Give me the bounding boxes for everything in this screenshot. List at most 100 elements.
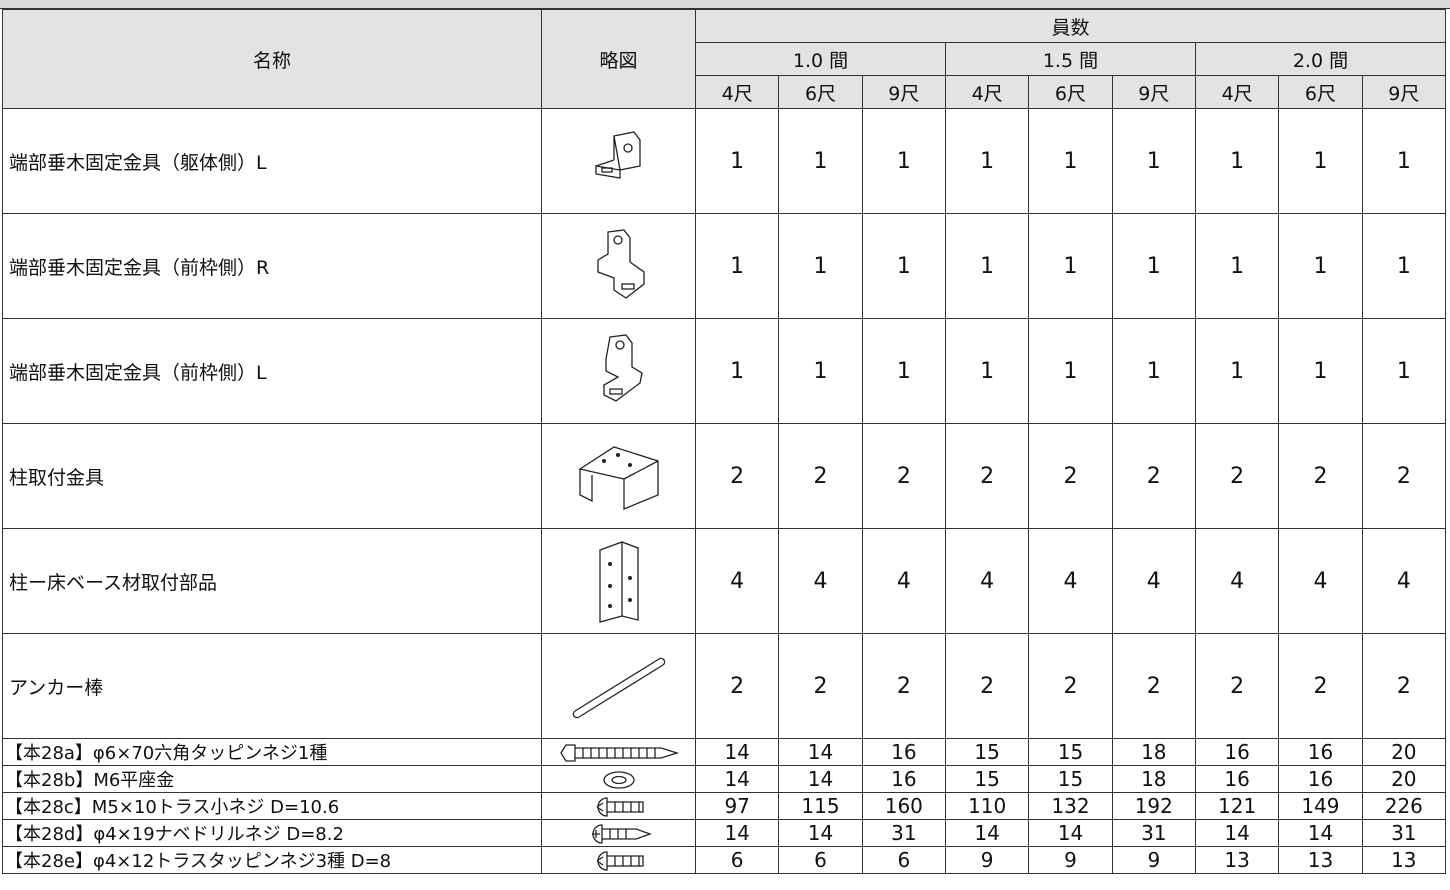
table-row: 【本28a】φ6×70六角タッピンネジ1種 14 14 16 15 15 18 16 16 20: [2, 738, 1447, 766]
part-count: 14: [944, 819, 1030, 847]
part-count: 149: [1278, 792, 1363, 820]
part-count: 1: [1111, 213, 1196, 319]
part-count: 1: [944, 108, 1030, 214]
diagram-icon: [598, 541, 639, 623]
part-count: 13: [1361, 846, 1447, 874]
part-count: 2: [861, 633, 946, 739]
part-count: 226: [1361, 792, 1447, 820]
part-count: 6: [778, 846, 863, 874]
part-count: 2: [1028, 633, 1113, 739]
part-count: 4: [694, 528, 780, 634]
part-count: 16: [1194, 738, 1280, 766]
part-count: 14: [694, 819, 780, 847]
part-diagram: [541, 318, 696, 424]
part-count: 6: [861, 846, 946, 874]
part-count: 16: [1194, 765, 1280, 793]
part-count: 1: [944, 213, 1030, 319]
part-diagram: [541, 738, 696, 766]
part-count: 1: [1361, 108, 1447, 214]
part-count: 2: [1111, 423, 1196, 529]
part-count: 16: [861, 765, 946, 793]
part-count: 13: [1278, 846, 1363, 874]
diagram-icon: [577, 446, 659, 510]
part-count: 4: [1028, 528, 1113, 634]
part-count: 2: [944, 633, 1030, 739]
part-count: 20: [1361, 765, 1447, 793]
part-count: 14: [1278, 819, 1363, 847]
group-header: 1.5 間: [944, 42, 1196, 76]
part-count: 115: [778, 792, 863, 820]
part-name: 柱取付金具: [2, 423, 542, 529]
diagram-icon: [596, 797, 644, 817]
table-row: 柱取付金具 2 2 2 2 2 2 2 2 2: [2, 423, 1447, 529]
cropped-title-strip: [0, 0, 1450, 9]
part-count: 1: [1278, 318, 1363, 424]
part-count: 14: [1194, 819, 1280, 847]
part-name: 【本28e】φ4×12トラスタッピンネジ3種 D=8: [2, 846, 542, 874]
part-count: 2: [694, 423, 780, 529]
diagram-header: 略図: [541, 9, 696, 109]
part-count: 2: [1278, 633, 1363, 739]
diagram-icon: [596, 229, 645, 299]
part-name: 【本28c】M5×10トラス小ネジ D=10.6: [2, 792, 542, 820]
part-count: 31: [1111, 819, 1196, 847]
part-count: 192: [1111, 792, 1196, 820]
size-header: 9尺: [1111, 75, 1196, 109]
part-count: 1: [944, 318, 1030, 424]
part-count: 16: [1278, 738, 1363, 766]
part-count: 110: [944, 792, 1030, 820]
size-header: 4尺: [944, 75, 1030, 109]
table-body: 端部垂木固定金具（躯体側）L 1 1 1 1 1 1 1 1 1 端部垂木固定金具（前枠側）R 1 1 1…: [2, 108, 1447, 874]
part-name: 端部垂木固定金具（前枠側）L: [2, 318, 542, 424]
part-count: 1: [1361, 318, 1447, 424]
part-name: 柱ー床ベース材取付部品: [2, 528, 542, 634]
part-count: 14: [694, 765, 780, 793]
part-count: 2: [861, 423, 946, 529]
part-count: 132: [1028, 792, 1113, 820]
part-count: 1: [694, 213, 780, 319]
count-header: 員数: [695, 9, 1446, 43]
part-count: 1: [1111, 108, 1196, 214]
part-count: 121: [1194, 792, 1280, 820]
part-count: 2: [778, 423, 863, 529]
part-diagram: [541, 633, 696, 739]
part-diagram: [541, 792, 696, 820]
table-row: 【本28b】M6平座金 14 14 16 15 15 18 16 16 20: [2, 765, 1447, 793]
table-row: 端部垂木固定金具（前枠側）L 1 1 1 1 1 1 1 1 1: [2, 318, 1447, 424]
table-row: アンカー棒 2 2 2 2 2 2 2 2 2: [2, 633, 1447, 739]
part-count: 1: [861, 213, 946, 319]
table-header: 名称 略図 員数 1.0 間 1.5 間 2.0 間 4尺 6尺 9尺 4尺 6尺 9尺 4尺 6…: [2, 9, 1447, 109]
table-row: 端部垂木固定金具（前枠側）R 1 1 1 1 1 1 1 1 1: [2, 213, 1447, 319]
table-row: 【本28d】φ4×19ナベドリルネジ D=8.2 14 14 31 14 14 31 14 14…: [2, 819, 1447, 847]
part-count: 4: [1111, 528, 1196, 634]
part-count: 31: [861, 819, 946, 847]
part-count: 1: [694, 108, 780, 214]
name-header: 名称: [2, 9, 542, 109]
part-count: 20: [1361, 738, 1447, 766]
part-count: 1: [1028, 213, 1113, 319]
part-diagram: [541, 423, 696, 529]
part-count: 2: [694, 633, 780, 739]
part-name: 【本28a】φ6×70六角タッピンネジ1種: [2, 738, 542, 766]
part-count: 1: [861, 318, 946, 424]
part-count: 97: [694, 792, 780, 820]
part-diagram: [541, 765, 696, 793]
diagram-icon: [594, 131, 641, 179]
table-row: 【本28e】φ4×12トラスタッピンネジ3種 D=8 6 6 6 9 9 9 13 13 13: [2, 846, 1447, 874]
part-count: 4: [1194, 528, 1280, 634]
part-name: 端部垂木固定金具（躯体側）L: [2, 108, 542, 214]
part-count: 4: [944, 528, 1030, 634]
size-header: 4尺: [694, 75, 780, 109]
part-count: 4: [1361, 528, 1447, 634]
part-diagram: [541, 213, 696, 319]
part-name: アンカー棒: [2, 633, 542, 739]
part-count: 16: [1278, 765, 1363, 793]
part-count: 2: [1278, 423, 1363, 529]
part-count: 1: [1028, 108, 1113, 214]
diagram-icon: [591, 824, 652, 844]
part-count: 9: [944, 846, 1030, 874]
part-diagram: [541, 846, 696, 874]
part-count: 2: [778, 633, 863, 739]
part-count: 14: [694, 738, 780, 766]
part-count: 2: [1194, 423, 1280, 529]
